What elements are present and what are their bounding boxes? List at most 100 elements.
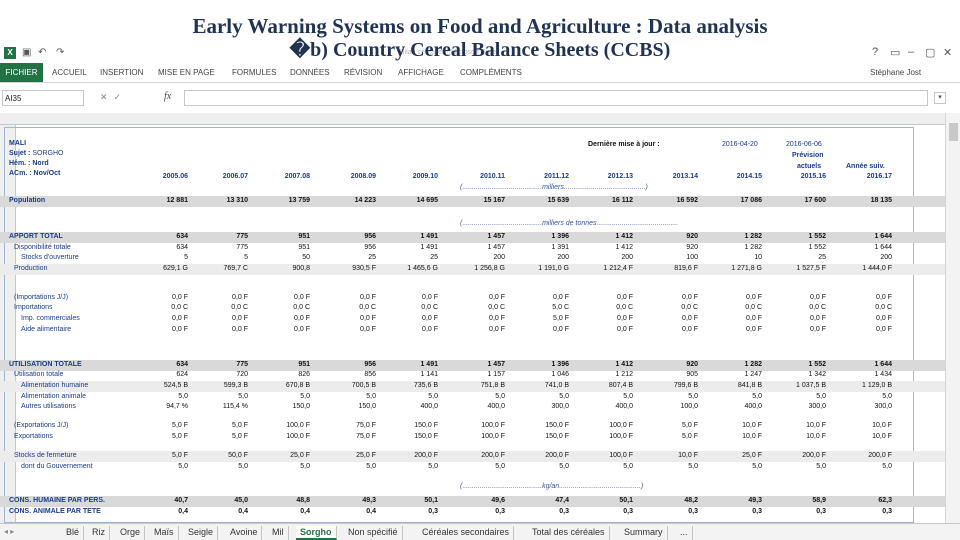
table-cell[interactable]: 10,0 F: [806, 433, 826, 440]
table-cell[interactable]: 100,0 F: [481, 433, 505, 440]
table-cell[interactable]: 5,0 C: [552, 304, 569, 311]
table-cell[interactable]: 700,5 B: [351, 382, 376, 389]
table-cell[interactable]: 0,0 F: [810, 294, 826, 301]
table-cell[interactable]: 50,1: [424, 497, 438, 504]
formula-input[interactable]: [184, 90, 928, 106]
sheet-tab[interactable]: Maïs: [150, 526, 179, 540]
tab-file[interactable]: FICHIER: [0, 63, 43, 82]
table-cell[interactable]: 1 396: [551, 361, 569, 368]
column-headers[interactable]: [0, 113, 945, 125]
table-cell[interactable]: 1 644: [874, 361, 892, 368]
table-cell[interactable]: 5,0: [366, 393, 376, 400]
table-cell[interactable]: 720: [236, 371, 248, 378]
sheet-tab[interactable]: Avoine: [226, 526, 263, 540]
table-cell[interactable]: 1 444,0 F: [862, 265, 892, 272]
table-cell[interactable]: 5,0: [366, 463, 376, 470]
tab-review[interactable]: RÉVISION: [344, 68, 383, 77]
table-cell[interactable]: 0,0 F: [682, 294, 698, 301]
table-cell[interactable]: 769,7 C: [223, 265, 248, 272]
table-cell[interactable]: 920: [686, 233, 698, 240]
sheet-nav-icon[interactable]: ◂ ▸: [4, 527, 15, 536]
table-cell[interactable]: 150,0 F: [414, 422, 438, 429]
table-cell[interactable]: 25,0 F: [742, 452, 762, 459]
table-cell[interactable]: 1 046: [551, 371, 569, 378]
table-cell[interactable]: 1 282: [744, 361, 762, 368]
vertical-scrollbar[interactable]: [945, 113, 960, 523]
table-cell[interactable]: 0,0 F: [232, 326, 248, 333]
sheet-tab[interactable]: ...: [676, 526, 693, 540]
table-cell[interactable]: 10: [754, 254, 762, 261]
table-cell[interactable]: 634: [176, 244, 188, 251]
table-cell[interactable]: 45,0: [234, 497, 248, 504]
table-cell[interactable]: 5,0 F: [553, 315, 569, 322]
table-cell[interactable]: 5,0: [816, 393, 826, 400]
table-cell[interactable]: 1 457: [487, 361, 505, 368]
table-cell[interactable]: 10,0 F: [806, 422, 826, 429]
table-cell[interactable]: 624: [176, 371, 188, 378]
sheet-tab[interactable]: Total des céréales: [528, 526, 610, 540]
table-cell[interactable]: 150,0: [292, 403, 310, 410]
table-cell[interactable]: 10,0 F: [678, 452, 698, 459]
table-cell[interactable]: 200,0 F: [545, 452, 569, 459]
table-cell[interactable]: 200,0 F: [802, 452, 826, 459]
table-cell[interactable]: 1 037,5 B: [796, 382, 826, 389]
table-cell[interactable]: 775: [236, 233, 248, 240]
table-cell[interactable]: 16 592: [676, 197, 698, 204]
table-cell[interactable]: 799,6 B: [673, 382, 698, 389]
table-cell[interactable]: 10,0 F: [872, 422, 892, 429]
table-cell[interactable]: 0,0 C: [293, 304, 310, 311]
table-cell[interactable]: 5,0: [688, 393, 698, 400]
table-cell[interactable]: 0,0 F: [617, 294, 633, 301]
table-cell[interactable]: 599,3 B: [223, 382, 248, 389]
table-cell[interactable]: 5: [244, 254, 248, 261]
table-cell[interactable]: 200: [557, 254, 569, 261]
table-cell[interactable]: 1 412: [615, 361, 633, 368]
table-cell[interactable]: 5,0: [495, 463, 505, 470]
table-cell[interactable]: 629,1 G: [163, 265, 188, 272]
table-cell[interactable]: 0,0 F: [876, 326, 892, 333]
table-cell[interactable]: 1 491: [420, 244, 438, 251]
table-cell[interactable]: 670,8 B: [285, 382, 310, 389]
table-cell[interactable]: 1 342: [808, 371, 826, 378]
table-cell[interactable]: 0,4: [300, 508, 310, 515]
table-cell[interactable]: 18 135: [870, 197, 892, 204]
table-cell[interactable]: 0,3: [688, 508, 698, 515]
sheet-tab[interactable]: Seigle: [184, 526, 219, 540]
table-cell[interactable]: 0,0 F: [360, 326, 376, 333]
table-cell[interactable]: 25,0 F: [290, 452, 310, 459]
table-cell[interactable]: 300,0: [808, 403, 826, 410]
sheet-tab[interactable]: Blé: [62, 526, 85, 540]
table-cell[interactable]: 0,3: [495, 508, 505, 515]
table-cell[interactable]: 826: [298, 371, 310, 378]
table-cell[interactable]: 524,5 B: [163, 382, 188, 389]
table-cell[interactable]: 0,0 F: [553, 294, 569, 301]
table-cell[interactable]: 0,0 C: [745, 304, 762, 311]
table-cell[interactable]: 0,3: [882, 508, 892, 515]
table-cell[interactable]: 100,0 F: [609, 452, 633, 459]
table-cell[interactable]: 0,0 C: [809, 304, 826, 311]
table-cell[interactable]: 920: [686, 361, 698, 368]
table-cell[interactable]: 0,3: [752, 508, 762, 515]
tab-insert[interactable]: INSERTION: [100, 68, 144, 77]
table-cell[interactable]: 100,0 F: [286, 422, 310, 429]
table-cell[interactable]: 48,8: [296, 497, 310, 504]
table-cell[interactable]: 5,0: [882, 463, 892, 470]
table-cell[interactable]: 1 282: [744, 233, 762, 240]
table-cell[interactable]: 17 086: [740, 197, 762, 204]
table-cell[interactable]: 100,0: [680, 403, 698, 410]
table-cell[interactable]: 150,0 F: [545, 433, 569, 440]
table-cell[interactable]: 49,6: [491, 497, 505, 504]
table-cell[interactable]: 1 527,5 F: [796, 265, 826, 272]
table-cell[interactable]: 0,0 F: [876, 315, 892, 322]
table-cell[interactable]: 0,0 F: [617, 315, 633, 322]
table-cell[interactable]: 634: [176, 361, 188, 368]
user-account[interactable]: Stéphane Jost: [870, 68, 922, 77]
table-cell[interactable]: 100,0 F: [286, 433, 310, 440]
table-cell[interactable]: 0,0 F: [746, 294, 762, 301]
table-cell[interactable]: 1 552: [808, 361, 826, 368]
name-box[interactable]: AI35: [2, 90, 84, 106]
table-cell[interactable]: 0,0 C: [171, 304, 188, 311]
table-cell[interactable]: 200: [493, 254, 505, 261]
table-cell[interactable]: 5,0 F: [172, 422, 188, 429]
sheet-tab[interactable]: Summary: [620, 526, 668, 540]
